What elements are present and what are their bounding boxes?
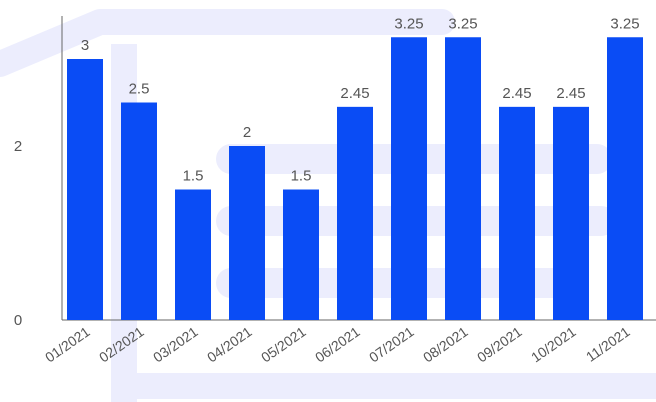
y-tick-labels-group: 02 bbox=[14, 138, 22, 329]
bar bbox=[175, 189, 211, 320]
x-tick-label: 09/2021 bbox=[474, 323, 525, 365]
x-tick-label: 04/2021 bbox=[204, 323, 255, 365]
bars-group bbox=[67, 37, 643, 320]
x-tick-label: 01/2021 bbox=[42, 323, 93, 365]
data-label: 3.25 bbox=[610, 15, 639, 32]
bar bbox=[607, 37, 643, 320]
bar bbox=[499, 106, 535, 320]
y-tick-label: 0 bbox=[14, 312, 22, 329]
bar bbox=[121, 102, 157, 320]
data-label: 3 bbox=[81, 37, 89, 54]
x-tick-label: 05/2021 bbox=[258, 323, 309, 365]
bar bbox=[337, 106, 373, 320]
bar bbox=[391, 37, 427, 320]
data-label: 2 bbox=[243, 124, 251, 141]
x-tick-label: 08/2021 bbox=[420, 323, 471, 365]
x-tick-label: 10/2021 bbox=[528, 323, 579, 365]
data-label: 1.5 bbox=[183, 168, 204, 185]
data-label: 2.45 bbox=[556, 85, 585, 102]
data-label: 2.45 bbox=[340, 85, 369, 102]
bar bbox=[229, 146, 265, 320]
bar bbox=[553, 106, 589, 320]
x-tick-label: 06/2021 bbox=[312, 323, 363, 365]
x-tick-label: 03/2021 bbox=[150, 323, 201, 365]
data-label: 3.25 bbox=[448, 15, 477, 32]
data-label: 3.25 bbox=[394, 15, 423, 32]
data-labels-group: 3 2.5 1.5 2 1.5 2.45 3.25 3.25 2.45 2.45 3.25 bbox=[81, 15, 640, 184]
watermark-shape bbox=[0, 9, 455, 77]
x-tick-label: 07/2021 bbox=[366, 323, 417, 365]
data-label: 1.5 bbox=[291, 168, 312, 185]
bar bbox=[283, 189, 319, 320]
y-tick-label: 2 bbox=[14, 138, 22, 155]
x-tick-label: 11/2021 bbox=[583, 323, 633, 365]
data-label: 2.5 bbox=[129, 81, 150, 98]
bar bbox=[67, 59, 103, 320]
data-label: 2.45 bbox=[502, 85, 531, 102]
bar bbox=[445, 37, 481, 320]
